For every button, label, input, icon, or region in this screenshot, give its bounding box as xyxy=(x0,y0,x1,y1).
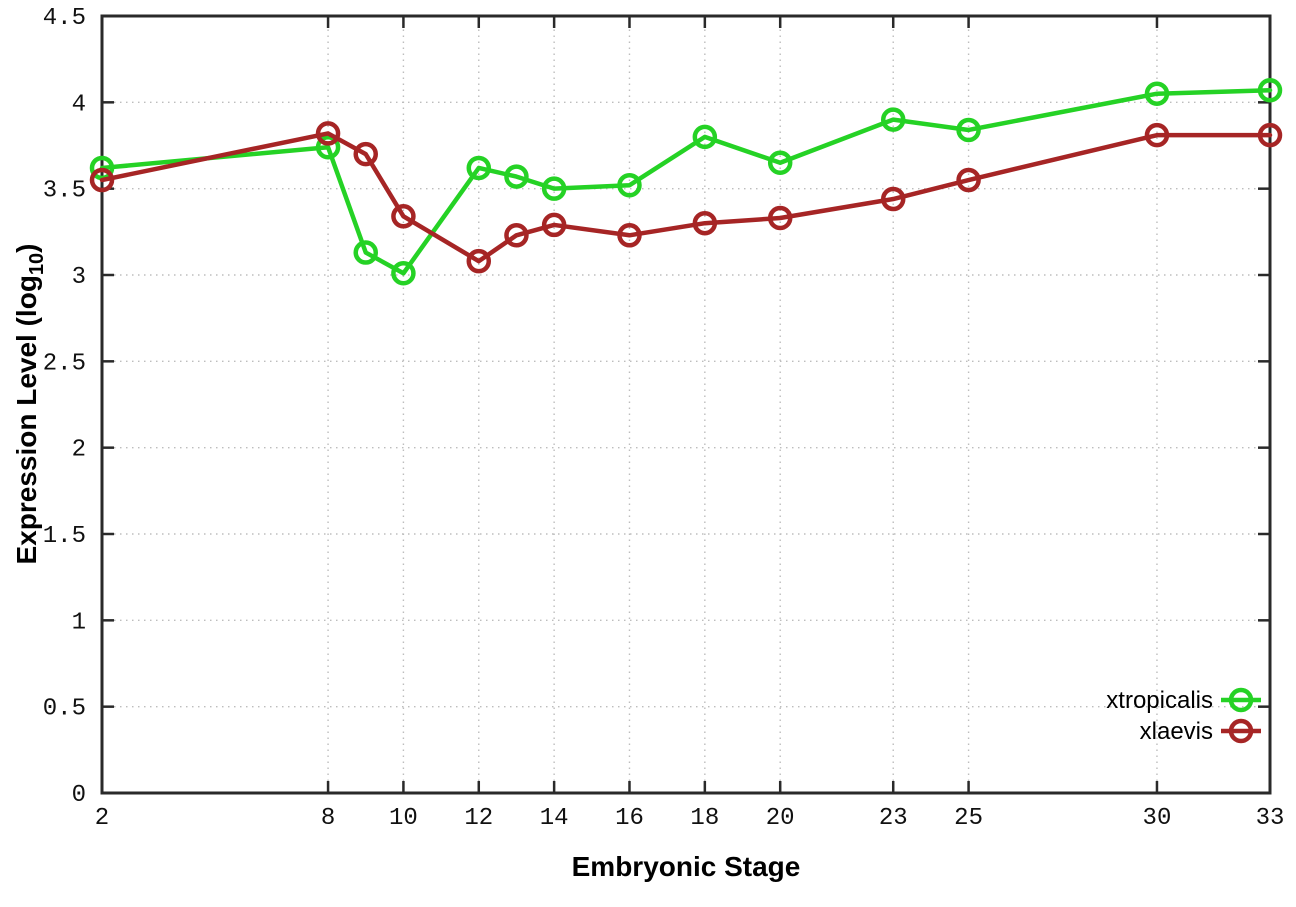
data-point-marker-xlaevis xyxy=(880,186,906,212)
data-point-marker-xtropicalis xyxy=(315,134,341,160)
data-point-marker-xlaevis xyxy=(466,248,492,274)
x-tick-label: 8 xyxy=(321,805,335,832)
y-tick-label: 4.5 xyxy=(43,5,86,32)
legend-circle-marker-icon xyxy=(1228,687,1254,713)
data-point-marker-xlaevis xyxy=(1144,122,1170,148)
y-tick-label: 2.5 xyxy=(43,350,86,377)
y-tick-label: 3 xyxy=(72,264,86,291)
data-point-marker-xlaevis xyxy=(617,223,642,248)
x-tick-label: 30 xyxy=(1143,805,1172,832)
y-tick-label: 1 xyxy=(72,609,86,636)
y-tick-label: 1.5 xyxy=(43,523,86,550)
x-tick-label: 25 xyxy=(954,805,983,832)
x-tick-label: 10 xyxy=(389,805,418,832)
legend-label-xtropicalis: xtropicalis xyxy=(1106,687,1213,714)
x-tick-label: 14 xyxy=(540,805,569,832)
data-point-marker-xtropicalis xyxy=(767,150,793,176)
series-xlaevis xyxy=(89,121,1283,274)
data-point-marker-xtropicalis xyxy=(692,124,718,150)
data-point-marker-xtropicalis xyxy=(466,155,492,181)
tick-labels: 2 8 10 12 14 16 18 20 23 25 30 33 0 0.5 1 1.5 2 2.5 3 3.5 4 4… xyxy=(43,5,1285,832)
data-point-marker-xtropicalis xyxy=(541,176,567,201)
x-tick-label: 20 xyxy=(766,805,795,832)
y-axis-title-subscript: 10 xyxy=(26,253,48,275)
data-point-marker-xlaevis xyxy=(89,167,115,193)
data-point-marker-xlaevis xyxy=(353,141,378,167)
data-point-marker-xlaevis xyxy=(956,167,981,193)
legend-entry-xlaevis: xlaevis xyxy=(1140,718,1261,745)
data-point-marker-xtropicalis xyxy=(391,261,416,286)
y-tick-label: 3.5 xyxy=(43,178,86,205)
legend-circle-marker-icon xyxy=(1228,718,1254,744)
data-point-marker-xlaevis xyxy=(1257,122,1283,148)
data-point-marker-xtropicalis xyxy=(353,240,378,265)
y-tick-label: 0 xyxy=(72,782,86,809)
y-tick-label: 4 xyxy=(72,91,86,118)
data-point-marker-xlaevis xyxy=(391,204,416,229)
y-tick-label: 2 xyxy=(72,437,86,464)
plot-border xyxy=(100,14,1272,795)
data-point-marker-xlaevis xyxy=(504,223,529,248)
y-axis-title-prefix: Expression Level (log xyxy=(11,275,42,564)
x-axis-title: Embryonic Stage xyxy=(572,851,801,882)
y-tick-label: 0.5 xyxy=(43,696,86,723)
legend-entry-xtropicalis: xtropicalis xyxy=(1106,687,1261,714)
data-point-marker-xlaevis xyxy=(315,121,341,146)
series-xtropicalis xyxy=(89,77,1283,286)
x-tick-label: 33 xyxy=(1256,805,1285,832)
y-axis-title-suffix: ) xyxy=(11,244,42,253)
axis-ticks xyxy=(100,14,1272,795)
data-point-marker-xtropicalis xyxy=(1144,81,1170,106)
x-tick-label: 18 xyxy=(690,805,719,832)
y-axis-title: Expression Level (log10) xyxy=(11,244,48,565)
data-point-marker-xtropicalis xyxy=(880,107,906,132)
data-point-marker-xtropicalis xyxy=(617,172,642,198)
data-series xyxy=(89,77,1283,286)
legend: xtropicalis xlaevis xyxy=(1106,687,1261,745)
legend-label-xlaevis: xlaevis xyxy=(1140,718,1213,745)
series-line-xtropicalis xyxy=(99,87,1273,276)
data-point-marker-xlaevis xyxy=(767,205,793,231)
x-tick-label: 16 xyxy=(615,805,644,832)
x-tick-label: 2 xyxy=(95,805,109,832)
data-point-marker-xtropicalis xyxy=(504,164,529,189)
data-point-marker-xlaevis xyxy=(541,212,567,238)
data-point-marker-xtropicalis xyxy=(956,117,981,143)
data-point-marker-xtropicalis xyxy=(1257,77,1283,103)
data-point-marker-xlaevis xyxy=(692,210,718,236)
gridlines xyxy=(102,16,1270,793)
x-tick-label: 12 xyxy=(464,805,493,832)
x-tick-label: 23 xyxy=(879,805,908,832)
